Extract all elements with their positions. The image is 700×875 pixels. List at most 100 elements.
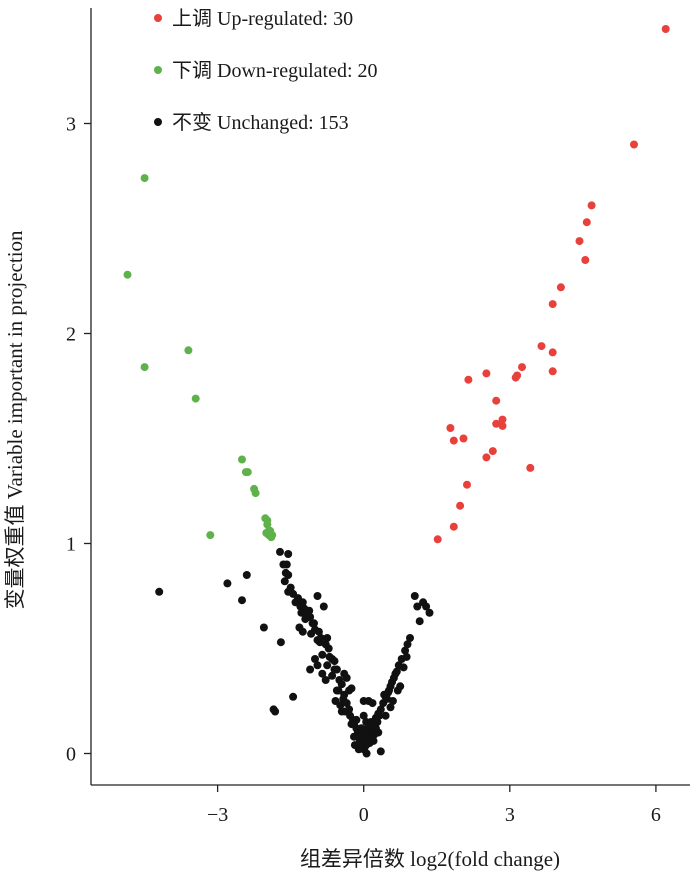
data-point xyxy=(376,747,385,756)
data-point xyxy=(399,663,408,672)
data-point xyxy=(403,640,412,649)
data-point xyxy=(367,718,375,726)
data-point xyxy=(282,560,291,569)
data-point xyxy=(345,686,354,695)
data-point xyxy=(492,419,501,428)
data-point xyxy=(314,627,323,636)
data-point xyxy=(391,669,400,678)
data-point xyxy=(388,678,396,687)
data-point xyxy=(373,718,382,726)
data-point xyxy=(482,453,491,462)
data-point xyxy=(276,547,284,556)
data-point xyxy=(350,741,359,750)
data-point xyxy=(511,373,520,382)
y-tick-label: 3 xyxy=(66,114,76,136)
data-point xyxy=(459,434,468,443)
data-point xyxy=(284,550,293,558)
data-point xyxy=(463,480,471,489)
data-point xyxy=(492,396,501,405)
data-point xyxy=(361,732,370,741)
data-point xyxy=(446,424,455,432)
data-point xyxy=(498,415,507,424)
data-point xyxy=(267,533,276,542)
data-point xyxy=(223,579,232,588)
data-point xyxy=(410,592,419,600)
data-point xyxy=(321,676,330,684)
data-point xyxy=(575,237,584,246)
data-point xyxy=(306,665,315,674)
legend-marker xyxy=(154,118,162,126)
data-point xyxy=(140,363,149,372)
data-point xyxy=(375,711,384,720)
data-point xyxy=(337,680,346,689)
data-point xyxy=(323,634,332,642)
data-point xyxy=(319,602,328,611)
data-point xyxy=(498,421,507,430)
data-point xyxy=(464,375,473,384)
data-point xyxy=(291,598,300,607)
data-point xyxy=(518,363,526,372)
data-point xyxy=(311,655,319,663)
data-point xyxy=(406,634,414,642)
data-point xyxy=(537,342,546,351)
data-point xyxy=(581,256,590,264)
x-tick-label: 6 xyxy=(651,804,661,826)
data-point xyxy=(413,602,422,611)
data-point xyxy=(140,174,149,183)
data-point xyxy=(526,463,535,472)
data-point xyxy=(328,671,337,680)
data-point xyxy=(422,602,431,611)
data-point xyxy=(368,699,377,708)
data-point xyxy=(347,720,356,729)
data-point xyxy=(425,608,434,617)
data-point xyxy=(330,665,339,674)
data-point xyxy=(401,646,410,655)
y-tick-label: 1 xyxy=(66,534,76,556)
data-point xyxy=(298,627,307,636)
data-point xyxy=(350,732,358,741)
data-point xyxy=(415,617,424,626)
data-point xyxy=(359,711,368,720)
data-point xyxy=(251,489,260,498)
data-point xyxy=(383,694,392,703)
data-point xyxy=(123,270,132,279)
data-point xyxy=(276,638,285,647)
data-point xyxy=(242,571,251,579)
data-point xyxy=(310,619,318,628)
data-point xyxy=(155,587,164,596)
data-point xyxy=(433,535,442,544)
data-point xyxy=(206,531,215,540)
y-axis-title: 变量权重值 Variable important in projection xyxy=(3,230,27,610)
data-point xyxy=(321,640,330,649)
data-point xyxy=(365,739,374,747)
data-point xyxy=(313,661,322,670)
legend-marker xyxy=(154,66,162,74)
data-point xyxy=(263,520,272,529)
data-point xyxy=(587,201,596,210)
data-point xyxy=(488,447,497,456)
data-point xyxy=(342,699,351,708)
data-point xyxy=(548,348,557,357)
data-point xyxy=(323,661,332,670)
data-point xyxy=(271,707,280,716)
data-point xyxy=(238,455,246,464)
data-point xyxy=(336,701,345,710)
data-points xyxy=(123,25,670,758)
data-point xyxy=(243,468,252,477)
data-point xyxy=(334,686,343,695)
data-point xyxy=(284,571,293,579)
data-point xyxy=(402,652,411,661)
data-point xyxy=(341,707,350,716)
data-point xyxy=(630,140,638,149)
data-point xyxy=(280,577,289,586)
data-point xyxy=(482,369,491,378)
data-point xyxy=(449,436,458,445)
data-point xyxy=(259,623,268,632)
data-point xyxy=(376,705,385,714)
data-point xyxy=(381,711,390,720)
data-point xyxy=(184,346,193,355)
y-tick-label: 2 xyxy=(66,324,76,346)
legend-marker xyxy=(154,14,162,22)
data-point xyxy=(238,596,246,605)
data-point xyxy=(385,686,393,695)
